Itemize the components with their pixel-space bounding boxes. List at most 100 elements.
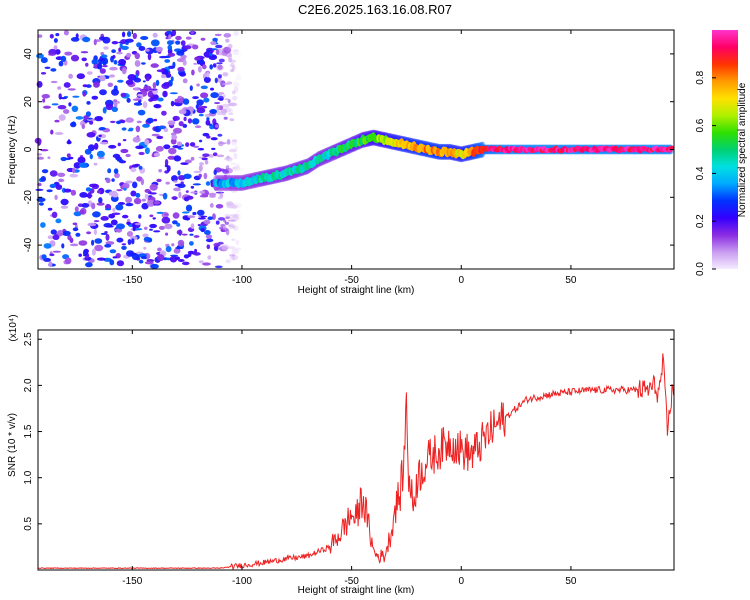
spectrogram-noise-blob <box>68 73 73 79</box>
spectrogram-noise-blob <box>49 34 54 39</box>
spectrogram-noise-blob <box>151 133 160 137</box>
spectrogram-noise-blob <box>132 136 141 143</box>
spectrogram-noise-blob <box>160 74 167 79</box>
snr-x-tick-label: 0 <box>458 576 464 587</box>
spectrogram-noise-blob <box>100 216 109 221</box>
spectrogram-noise-blob <box>106 225 114 228</box>
spectrogram-y-tick-label: -20 <box>23 190 34 205</box>
spectrogram-noise-blob <box>126 97 131 103</box>
spectrogram-noise-blob <box>120 45 129 51</box>
spectrogram-noise-blob <box>182 78 188 84</box>
spectrogram-noise-blob <box>142 123 150 128</box>
spectrogram-panel: -150 -100 -50 0 50 -40 -20 0 20 40 Height of str… <box>7 29 675 296</box>
spectrogram-noise-blob <box>192 211 197 216</box>
spectrogram-noise-blob <box>215 220 220 225</box>
snr-x-tick-label: -150 <box>122 576 142 587</box>
spectrogram-noise-blob <box>80 51 89 54</box>
spectrogram-noise-blob <box>216 62 223 65</box>
spectrogram-noise-blob <box>223 116 228 120</box>
spectrogram-noise-blob <box>85 187 92 192</box>
spectrogram-noise-blob <box>72 95 80 98</box>
spectrogram-noise-blob <box>127 31 132 37</box>
spectrogram-noise-blob <box>83 120 91 123</box>
spectrogram-noise-blob <box>189 142 196 147</box>
spectrogram-noise-blob <box>105 177 111 184</box>
spectrogram-noise-blob <box>171 134 178 140</box>
spectrogram-noise-blob <box>40 57 48 64</box>
spectrogram-noise-blob <box>224 214 232 217</box>
spectrogram-noise-blob <box>209 203 214 208</box>
spectrogram-noise-blob <box>215 204 224 209</box>
colorbar-label: Normalized spectral amplitude <box>737 82 748 217</box>
spectrogram-noise-blob <box>116 51 123 55</box>
spectrogram-noise-blob <box>132 98 141 101</box>
spectrogram-noise-blob <box>43 105 51 109</box>
spectrogram-noise-blob <box>94 244 104 252</box>
spectrogram-noise-blob <box>224 98 229 101</box>
spectrogram-noise-blob <box>173 187 181 192</box>
spectrogram-noise-blob <box>125 117 134 123</box>
spectrogram-noise-blob <box>221 103 231 108</box>
colorbar-tick-label: 0.6 <box>695 118 706 132</box>
spectrogram-noise-blob <box>125 79 134 85</box>
spectrogram-y-tick-label: 20 <box>23 96 34 108</box>
spectrogram-noise-blob <box>225 259 231 264</box>
spectrogram-noise-blob <box>47 156 51 159</box>
spectrogram-noise-blob <box>213 169 217 176</box>
spectrogram-noise-blob <box>55 218 62 224</box>
spectrogram-noise-blob <box>143 246 147 250</box>
spectrogram-noise-blob <box>60 156 67 162</box>
spectrogram-noise-blob <box>200 92 209 99</box>
spectrogram-noise-blob <box>173 180 178 183</box>
spectrogram-noise-blob <box>233 152 238 160</box>
spectrogram-noise-blob <box>186 195 194 200</box>
spectrogram-noise-blob <box>36 197 46 202</box>
spectrogram-noise-blob <box>140 255 147 260</box>
spectrogram-noise-blob <box>93 38 97 46</box>
spectrogram-noise-blob <box>206 49 211 53</box>
spectrogram-noise-blob <box>91 95 99 100</box>
spectrogram-noise-blob <box>178 191 182 199</box>
spectrogram-noise-blob <box>52 234 60 240</box>
spectrogram-noise-blob <box>206 72 210 78</box>
spectrogram-noise-blob <box>173 155 182 162</box>
spectrogram-noise-blob <box>134 60 141 67</box>
colorbar-tick-label: 0.0 <box>695 262 706 276</box>
spectrogram-noise-blob <box>221 108 228 114</box>
spectrogram-noise-blob <box>230 213 239 217</box>
spectrogram-noise-blob <box>49 253 55 257</box>
spectrogram-noise-blob <box>61 243 65 249</box>
spectrogram-noise-blob <box>236 73 241 79</box>
spectrogram-noise-blob <box>162 192 168 200</box>
spectrogram-noise-blob <box>92 211 101 218</box>
spectrogram-noise-blob <box>231 167 238 170</box>
spectrogram-noise-blob <box>194 248 198 254</box>
spectrogram-noise-blob <box>196 99 204 106</box>
spectrogram-noise-blob <box>200 215 208 218</box>
spectrogram-noise-blob <box>232 49 239 55</box>
spectrogram-noise-blob <box>167 120 176 126</box>
spectrogram-noise-blob <box>102 36 111 44</box>
spectrogram-noise-blob <box>203 172 208 180</box>
spectrogram-noise-blob <box>66 153 71 158</box>
spectrogram-noise-blob <box>185 36 192 40</box>
spectrogram-noise-blob <box>167 52 176 57</box>
spectrogram-noise-blob <box>60 198 69 206</box>
spectrogram-noise-blob <box>153 104 161 108</box>
spectrogram-noise-blob <box>138 165 143 170</box>
spectrogram-noise-blob <box>229 102 238 107</box>
spectrogram-noise-blob <box>134 222 141 226</box>
spectrogram-noise-blob <box>223 33 232 38</box>
spectrogram-noise-blob <box>199 139 203 143</box>
spectrogram-noise-blob <box>99 75 106 82</box>
spectrogram-noise-blob <box>62 109 70 114</box>
spectrogram-noise-blob <box>228 246 236 250</box>
spectrogram-x-tick-label: -100 <box>232 275 252 286</box>
spectrogram-noise-blob <box>57 86 62 90</box>
spectrogram-noise-blob <box>193 145 200 148</box>
spectrogram-noise-blob <box>78 240 88 246</box>
spectrogram-noise-blob <box>193 252 201 256</box>
spectrogram-noise-blob <box>125 153 131 158</box>
spectrogram-noise-blob <box>72 227 79 232</box>
spectrogram-noise-blob <box>108 144 117 149</box>
